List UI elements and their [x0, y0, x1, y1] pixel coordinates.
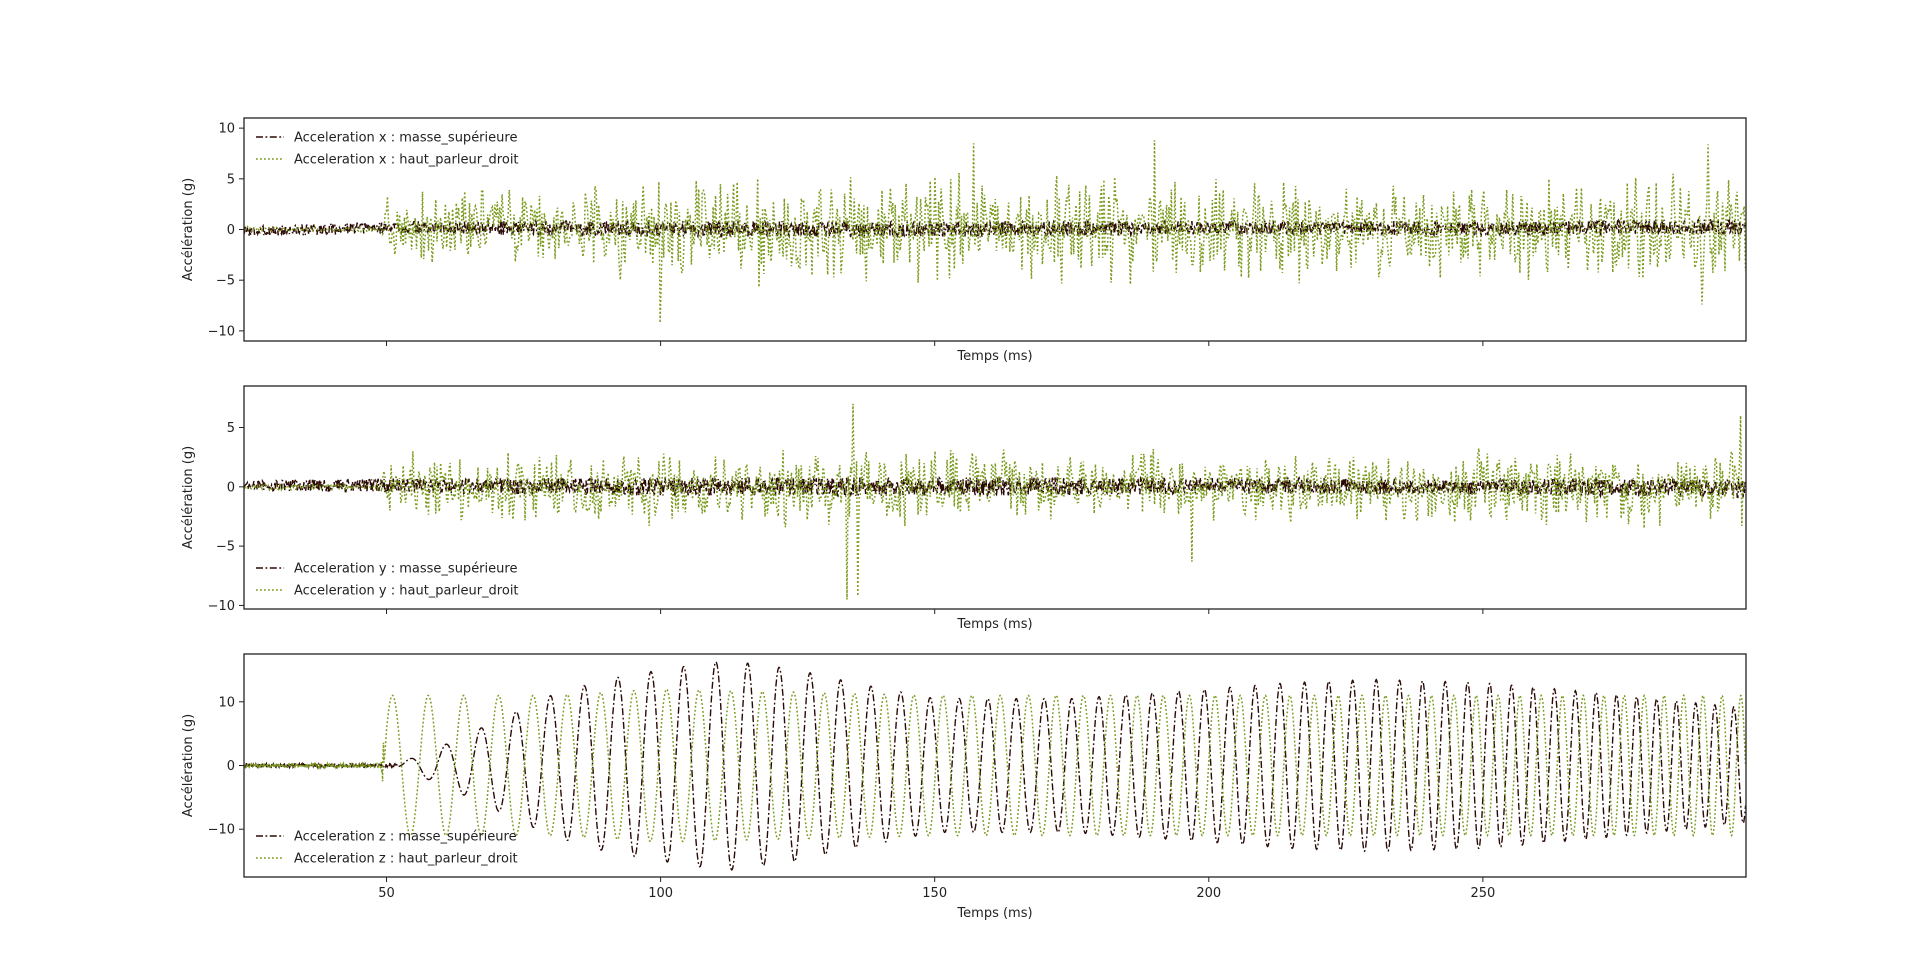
legend-entry: Acceleration x : masse_supérieure: [294, 131, 517, 146]
series-line-masse: [244, 218, 1746, 241]
y-tick-label: 0: [227, 223, 235, 238]
plot-area: [244, 660, 1746, 871]
y-axis-label: Accélération (g): [181, 714, 196, 817]
subplot-acceleration-y: −10 −5 0 5 Temps (ms) Accélération (g) Acceler…: [181, 385, 1747, 632]
x-axis-label: Temps (ms): [956, 617, 1032, 632]
x-tick-label: 150: [922, 886, 947, 901]
subplot-acceleration-z: −10 0 10 50 100 150 200 250 Temps (ms) Accélérati…: [181, 653, 1747, 921]
x-tick-label: 250: [1470, 886, 1495, 901]
series-line-haut_parleur: [244, 688, 1746, 843]
subplot-acceleration-x: −10 −5 0 5 10 Temps (ms) Accélération (g) Accel…: [181, 117, 1747, 364]
series-line-masse: [244, 660, 1746, 871]
y-tick-label: 0: [227, 480, 235, 495]
legend: Acceleration z : masse_supérieure Acceler…: [256, 830, 518, 867]
y-tick-label: 0: [227, 759, 235, 774]
y-tick-label: 5: [227, 421, 235, 436]
plot-area: [244, 403, 1746, 600]
legend: Acceleration y : masse_supérieure Acceler…: [256, 562, 519, 599]
y-tick-label: −5: [216, 540, 235, 555]
y-tick-label: −10: [208, 324, 235, 339]
x-tick-label: 50: [378, 886, 395, 901]
legend-entry: Acceleration z : masse_supérieure: [294, 830, 517, 845]
y-tick-label: −10: [208, 823, 235, 838]
x-tick-label: 100: [648, 886, 673, 901]
series-line-haut_parleur: [244, 140, 1746, 323]
legend-entry: Acceleration y : haut_parleur_droit: [294, 584, 519, 599]
x-axis-label: Temps (ms): [956, 906, 1032, 921]
y-tick-label: −10: [208, 599, 235, 614]
x-axis-label: Temps (ms): [956, 349, 1032, 364]
y-tick-label: −5: [216, 274, 235, 289]
y-tick-label: 10: [218, 122, 235, 137]
axes-frame: [243, 385, 1747, 610]
y-axis-label: Accélération (g): [181, 446, 196, 549]
legend-entry: Acceleration z : haut_parleur_droit: [294, 852, 518, 867]
x-tick-label: 200: [1196, 886, 1221, 901]
plot-area: [244, 140, 1746, 323]
legend-entry: Acceleration x : haut_parleur_droit: [294, 153, 519, 168]
legend-entry: Acceleration y : masse_supérieure: [294, 562, 517, 577]
legend: Acceleration x : masse_supérieure Acceler…: [256, 131, 519, 168]
y-tick-label: 5: [227, 172, 235, 187]
y-axis-label: Accélération (g): [181, 178, 196, 281]
y-tick-label: 10: [218, 695, 235, 710]
